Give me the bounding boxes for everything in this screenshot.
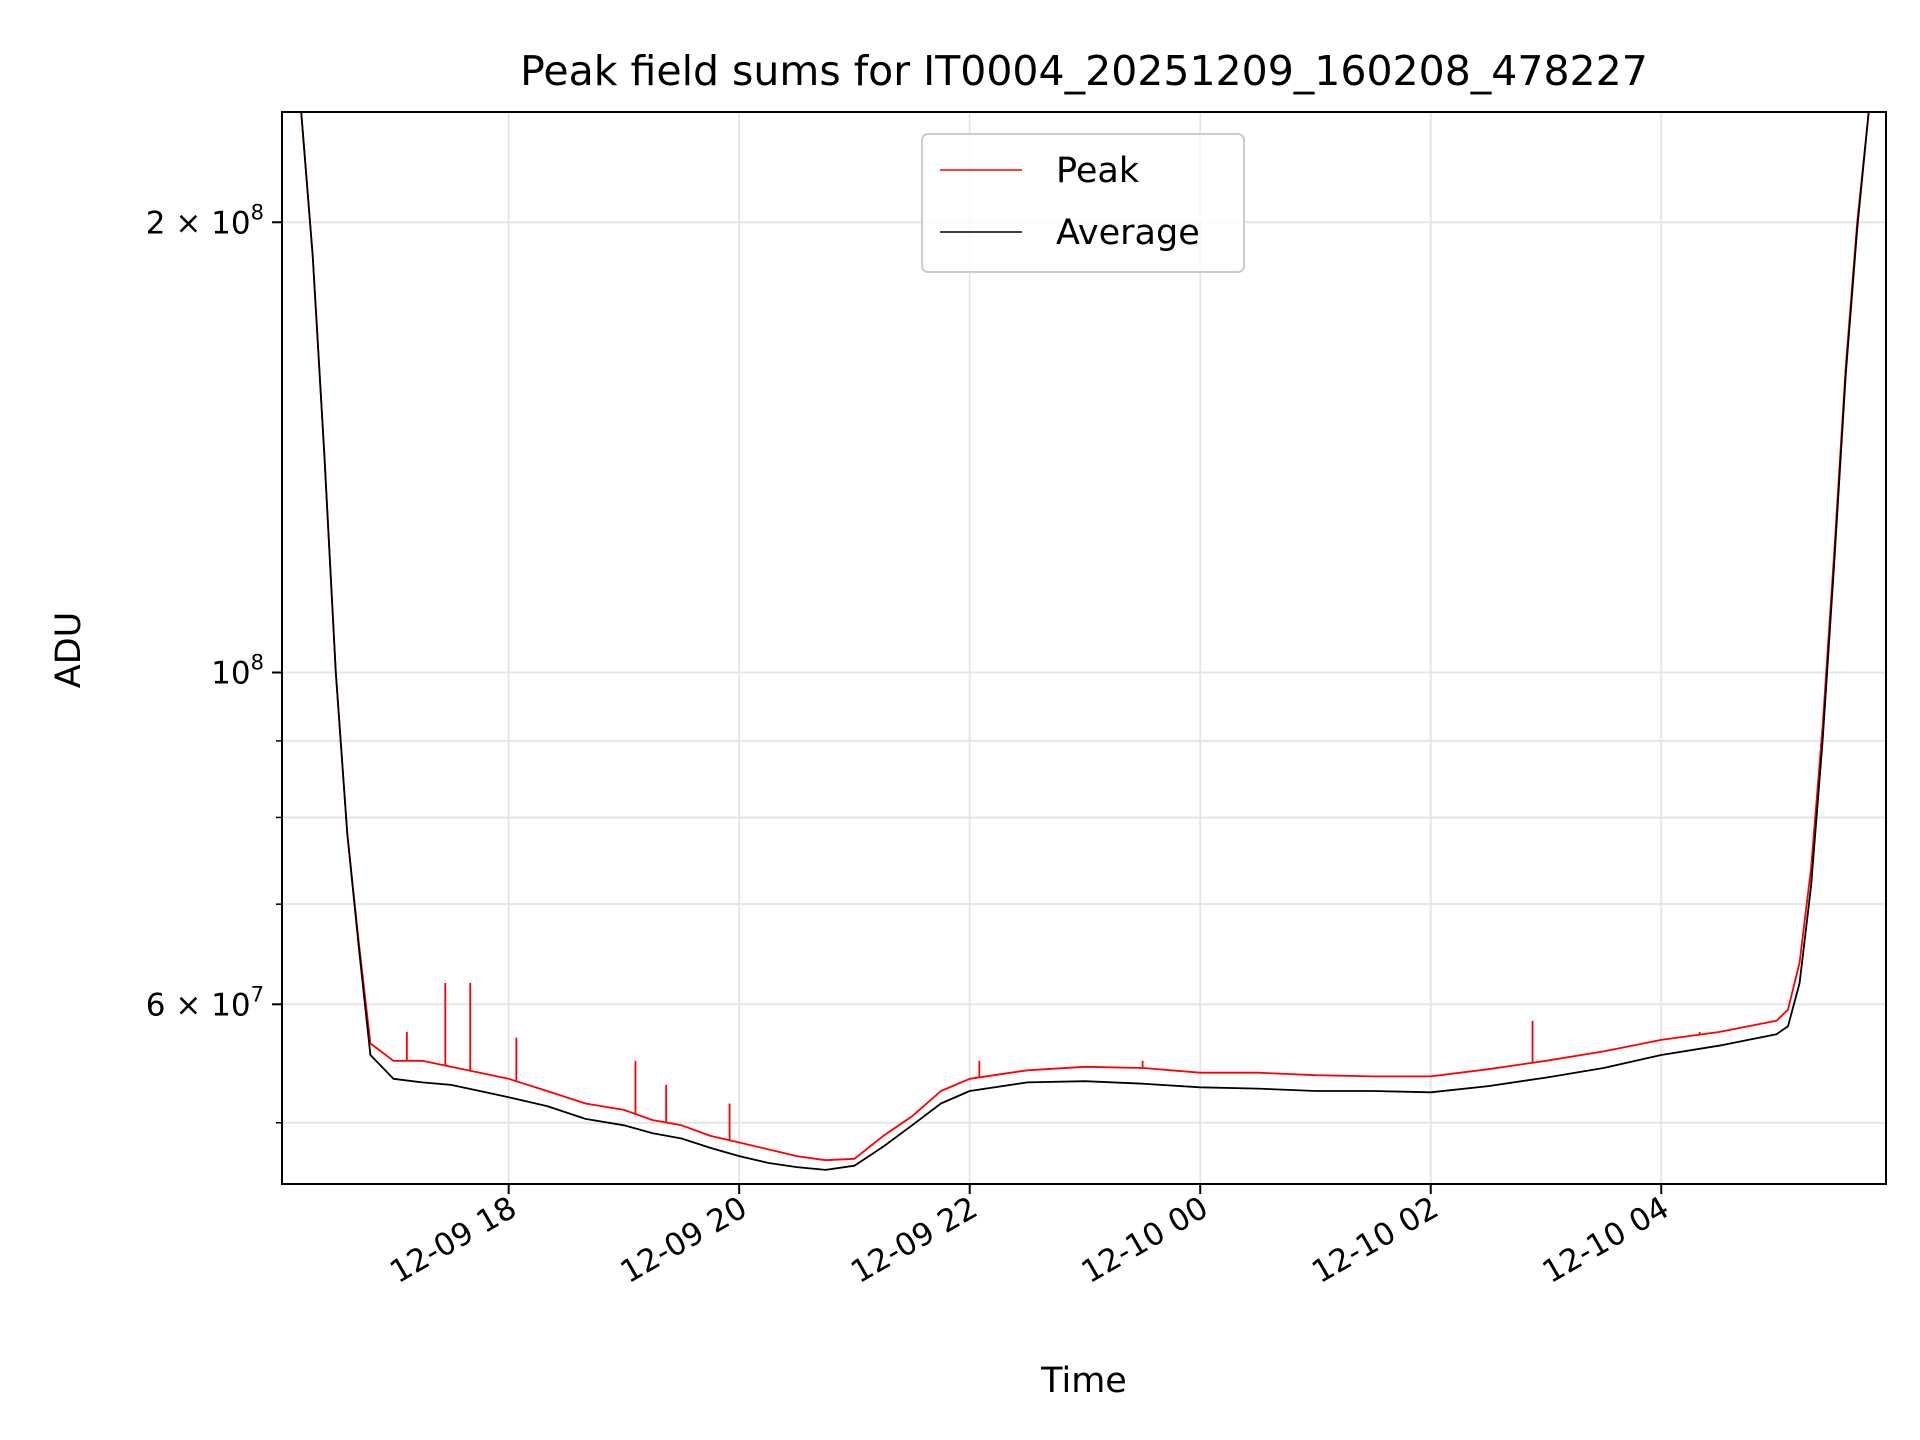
- legend-label-average: Average: [1056, 213, 1200, 253]
- legend-box: [921, 133, 1245, 273]
- peak-series-line: [300, 112, 1870, 1162]
- y-tick-label: 6 × 107: [146, 982, 264, 1023]
- legend-label-peak: Peak: [1056, 151, 1140, 191]
- chart-title: Peak field sums for IT0004_20251209_1602…: [520, 47, 1648, 95]
- legend: Peak Average: [921, 133, 1245, 273]
- y-tick-label: 108: [211, 650, 264, 691]
- x-axis-label: Time: [1040, 1361, 1127, 1401]
- y-axis: 2 × 108 108 6 × 107: [146, 200, 282, 1124]
- plot-frame: [281, 111, 1887, 1185]
- grid: [282, 112, 1886, 1184]
- average-series-line: [300, 112, 1870, 1171]
- y-axis-label: ADU: [49, 612, 89, 689]
- y-tick-label: 2 × 108: [146, 200, 264, 241]
- plot-lines: [300, 112, 1870, 1171]
